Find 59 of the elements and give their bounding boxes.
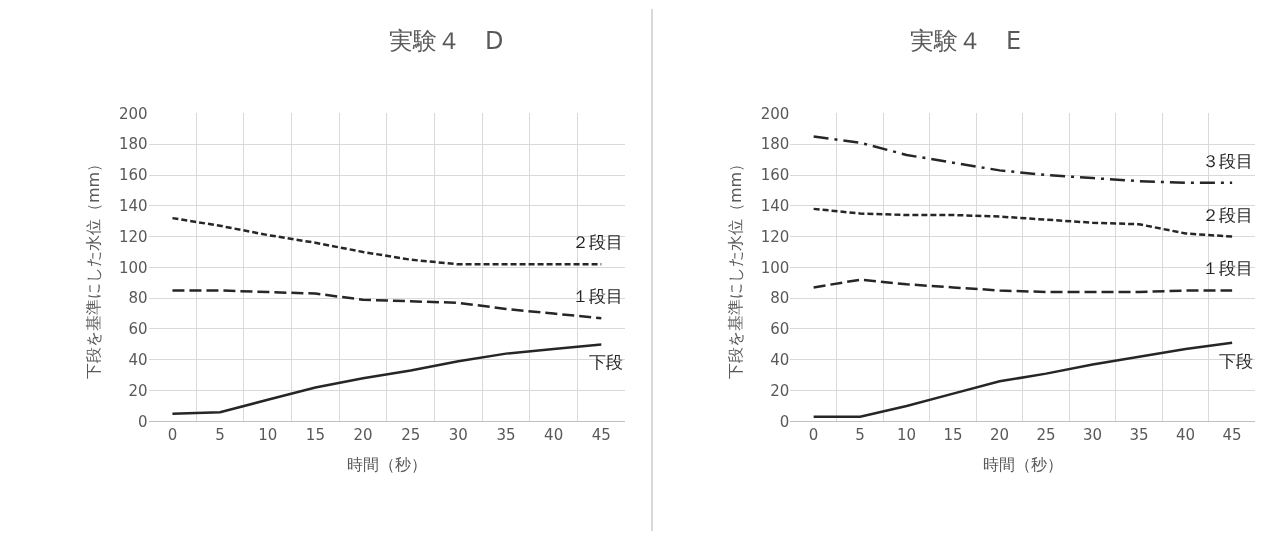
y-tick-label: 40: [770, 351, 790, 370]
x-tick-label: 5: [855, 426, 865, 445]
x-tick-label: 0: [808, 426, 819, 445]
series-label: ２段目: [572, 232, 623, 252]
y-axis-title: 下段を基準にした水位（mm）: [83, 155, 103, 379]
y-tick-label: 200: [760, 104, 790, 123]
series-label: 下段: [1219, 351, 1253, 371]
y-axis-title: 下段を基準にした水位（mm）: [725, 155, 745, 379]
x-tick-label: 45: [591, 426, 611, 445]
y-tick-label: 0: [138, 412, 148, 431]
x-tick-label: 40: [544, 426, 564, 445]
y-tick-label: 160: [118, 166, 148, 185]
x-tick-label: 25: [1036, 426, 1056, 445]
x-axis-title: 時間（秒）: [982, 455, 1063, 475]
chart-title: 実験４ D: [389, 27, 504, 55]
y-tick-label: 40: [128, 351, 148, 370]
y-tick-label: 60: [770, 320, 790, 339]
y-tick-label: 200: [118, 104, 148, 123]
x-tick-label: 5: [215, 426, 225, 445]
line-series: [812, 278, 1234, 294]
x-axis-title: 時間（秒）: [346, 455, 427, 475]
y-tick-label: 140: [760, 197, 790, 216]
line-series: [812, 207, 1234, 238]
series-label: ２段目: [1202, 205, 1253, 225]
y-tick-label: 160: [760, 166, 790, 185]
series-label: ３段目: [1202, 151, 1253, 171]
x-tick-label: 10: [258, 426, 278, 445]
y-tick-label: 140: [118, 197, 148, 216]
y-tick-label: 80: [770, 289, 790, 308]
line-series: [171, 289, 603, 320]
x-tick-label: 30: [448, 426, 468, 445]
x-tick-label: 0: [167, 426, 178, 445]
y-tick-label: 120: [118, 227, 148, 246]
x-tick-label: 35: [496, 426, 516, 445]
y-tick-label: 20: [128, 381, 148, 400]
x-tick-label: 20: [990, 426, 1010, 445]
y-tick-label: 20: [770, 381, 790, 400]
y-tick-label: 180: [118, 135, 148, 154]
y-tick-label: 80: [128, 289, 148, 308]
line-series: [812, 135, 1234, 184]
x-tick-label: 45: [1222, 426, 1242, 445]
x-tick-label: 40: [1176, 426, 1196, 445]
y-tick-label: 180: [760, 135, 790, 154]
y-tick-label: 120: [760, 227, 790, 246]
x-tick-label: 30: [1083, 426, 1103, 445]
y-tick-label: 60: [128, 320, 148, 339]
y-tick-label: 100: [118, 258, 148, 277]
x-tick-label: 25: [401, 426, 421, 445]
y-tick-label: 100: [760, 258, 790, 277]
y-tick-label: 0: [779, 412, 790, 431]
series-label: １段目: [572, 286, 623, 306]
x-tick-label: 35: [1129, 426, 1149, 445]
x-tick-label: 15: [305, 426, 325, 445]
x-tick-label: 20: [353, 426, 373, 445]
series-label: １段目: [1202, 258, 1253, 278]
x-tick-label: 10: [897, 426, 917, 445]
x-tick-label: 15: [943, 426, 963, 445]
series-label: 下段: [589, 352, 623, 372]
chart-title: 実験４ E: [910, 27, 1022, 55]
